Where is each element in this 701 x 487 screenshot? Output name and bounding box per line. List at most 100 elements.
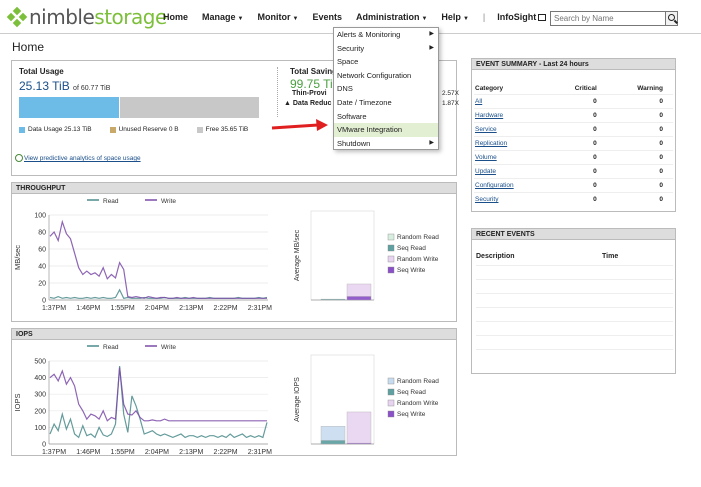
critical-count: 0 <box>547 164 607 179</box>
admin-menu-item-security[interactable]: Security ▶ <box>337 43 434 53</box>
total-usage-value: 25.13 TiB of 60.77 TiB <box>19 79 111 93</box>
search-icon[interactable] <box>665 11 678 26</box>
red-arrow-icon <box>271 119 328 131</box>
legend-label: Seq Read <box>397 389 426 396</box>
legend-swatch <box>196 126 203 133</box>
nav-separator: | <box>482 12 486 22</box>
event-category-link[interactable]: Replication <box>474 136 548 151</box>
series-line-read <box>49 365 268 439</box>
y-tick-label: 0 <box>42 298 46 305</box>
admin-menu-item-software[interactable]: Software <box>337 111 367 121</box>
admin-menu-item-date-timezone[interactable]: Date / Timezone <box>337 97 392 107</box>
nav-help[interactable]: Help ▼ <box>441 12 469 22</box>
admin-menu-item-shutdown[interactable]: Shutdown ▶ <box>337 138 434 148</box>
legend-swatch <box>387 255 395 263</box>
admin-menu-item-alerts-monitoring[interactable]: Alerts & Monitoring ▶ <box>337 30 434 39</box>
legend-label-read: Read <box>103 344 119 351</box>
usage-bar-used <box>19 97 119 118</box>
y-tick-label: 0 <box>42 442 46 449</box>
y-tick-label: 200 <box>34 408 46 415</box>
event-category-link[interactable]: Update <box>474 164 548 179</box>
table-row: All 0 0 <box>474 94 673 109</box>
critical-count: 0 <box>547 122 607 137</box>
col-time: Time <box>602 253 619 260</box>
nav-infosight[interactable]: InfoSight <box>497 12 547 22</box>
x-tick-label: 1:46PM <box>76 449 100 455</box>
nav-events[interactable]: Events <box>312 12 342 22</box>
event-category-link[interactable]: Hardware <box>474 108 548 123</box>
row-divider <box>476 293 673 294</box>
critical-count: 0 <box>547 94 607 109</box>
iops-title: IOPS <box>12 329 456 340</box>
warning-count: 0 <box>606 108 673 123</box>
x-tick-label: 1:46PM <box>76 305 100 312</box>
top-nav-bar: nimblestorage Home Manage ▼ Monitor ▼ Events A… <box>0 0 701 34</box>
event-summary-panel: EVENT SUMMARY - Last 24 hours Category C… <box>471 58 676 212</box>
critical-count: 0 <box>547 178 607 193</box>
iops-chart: Read Write 0 100 200 300 400 500 IOPS 1:37PM 1:46P… <box>13 344 439 455</box>
event-category-link[interactable]: Security <box>474 192 548 207</box>
throughput-chart: Read Write 0 20 40 60 80 100 MB/sec 1:37PM 1:46PM 1… <box>13 198 439 312</box>
search-input[interactable] <box>550 11 666 26</box>
nav-monitor[interactable]: Monitor ▼ <box>257 12 299 22</box>
legend-label: Random Write <box>397 256 439 263</box>
chevron-right-icon: ▶ <box>429 139 434 146</box>
x-tick-label: 2:13PM <box>179 449 203 455</box>
legend-label-write: Write <box>161 344 176 351</box>
x-tick-label: 1:37PM <box>42 305 66 312</box>
warning-count: 0 <box>606 94 673 109</box>
legend-swatch <box>387 233 395 241</box>
y-tick-label: 400 <box>34 375 46 382</box>
warning-count: 0 <box>606 164 673 179</box>
critical-count: 0 <box>547 192 607 207</box>
event-category-link[interactable]: Service <box>474 122 548 137</box>
logo-mark-icon <box>6 6 28 28</box>
y-tick-label: 100 <box>34 425 46 432</box>
x-tick-label: 2:13PM <box>179 305 203 312</box>
warning-count: 0 <box>606 178 673 193</box>
legend-swatch <box>109 126 116 133</box>
admin-menu-item-space[interactable]: Space <box>337 57 359 67</box>
legend-label-write: Write <box>161 198 176 205</box>
usage-legend-item: Free 35.65 TiB <box>196 126 258 133</box>
legend-swatch <box>387 244 395 252</box>
legend-label: Random Write <box>397 400 439 407</box>
warning-count: 0 <box>606 192 673 207</box>
nimble-logo[interactable]: nimblestorage <box>6 5 167 29</box>
event-category-link[interactable]: Volume <box>474 150 548 165</box>
total-usage-title: Total Usage <box>19 67 64 76</box>
admin-menu-item-network-configuration[interactable]: Network Configuration <box>337 70 412 80</box>
legend-swatch <box>387 377 395 385</box>
recent-events-title: RECENT EVENTS <box>472 229 675 240</box>
col-category: Category <box>475 85 504 92</box>
x-tick-label: 2:04PM <box>145 449 169 455</box>
admin-menu-item-dns[interactable]: DNS <box>337 84 353 94</box>
event-category-link[interactable]: All <box>474 94 548 109</box>
nav-administration[interactable]: Administration ▼ <box>355 12 428 22</box>
usage-legend: Data Usage 25.13 TiB Unused Reserve 0 B Fr… <box>19 126 266 133</box>
chevron-down-icon: ▼ <box>237 16 244 22</box>
data-reduction-value: 1.87X <box>442 100 459 107</box>
data-reduction-label[interactable]: ▲ Data Reduc <box>284 100 332 107</box>
chevron-right-icon: ▶ <box>429 31 434 37</box>
usage-legend-item: Data Usage 25.13 TiB <box>19 126 101 133</box>
total-savings-title: Total Savings <box>290 67 342 76</box>
warning-count: 0 <box>606 122 673 137</box>
bar-seq-read <box>320 298 346 301</box>
y-tick-label: 60 <box>38 247 46 254</box>
nav-home[interactable]: Home <box>163 12 189 22</box>
throughput-panel: THROUGHPUT Read Write 0 20 40 60 80 100 MB/sec 1:… <box>11 182 457 322</box>
series-line-read <box>49 288 268 299</box>
row-divider <box>476 321 673 322</box>
usage-legend-item: Unused Reserve 0 B <box>109 126 188 133</box>
predictive-analytics-link[interactable]: View predictive analytics of space usage <box>15 154 141 162</box>
event-category-link[interactable]: Configuration <box>474 178 548 193</box>
x-tick-label: 2:22PM <box>213 449 237 455</box>
nav-manage[interactable]: Manage ▼ <box>202 12 244 22</box>
critical-count: 0 <box>547 150 607 165</box>
legend-swatch <box>387 399 395 407</box>
table-row: Volume 0 0 <box>474 150 673 165</box>
admin-menu-item-vmware-integration[interactable]: VMware Integration <box>334 123 438 137</box>
legend-label: Seq Write <box>397 411 426 418</box>
avg-y-axis-label: Average MB/sec <box>294 229 301 281</box>
